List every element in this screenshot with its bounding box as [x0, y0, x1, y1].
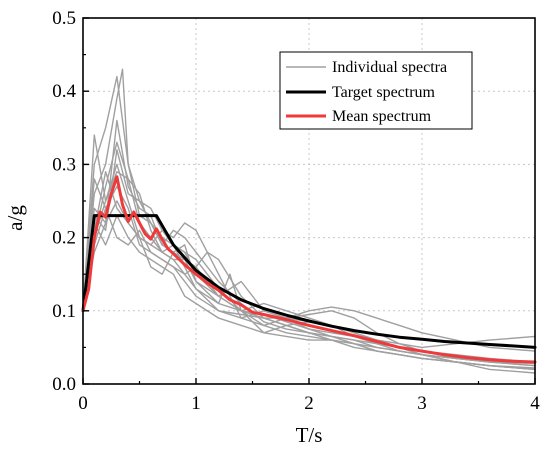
- legend-label-target: Target spectrum: [332, 84, 436, 101]
- x-tick-label: 1: [191, 393, 201, 414]
- target-spectrum-line: [81, 214, 537, 349]
- y-tick-label: 0.5: [52, 8, 76, 29]
- y-tick-label: 0.2: [52, 228, 76, 249]
- legend-label-mean: Mean spectrum: [332, 108, 432, 125]
- individual-spectrum-line: [82, 141, 536, 371]
- mean-spectrum-line: [81, 175, 537, 364]
- individual-spectrum-line: [82, 170, 536, 363]
- y-tick-label: 0.3: [52, 154, 76, 175]
- x-axis-label: T/s: [296, 423, 323, 447]
- plot-series: [81, 68, 537, 374]
- legend: Individual spectra Target spectrum Mean …: [279, 51, 473, 130]
- legend-label-individual: Individual spectra: [332, 59, 447, 76]
- y-axis-label: a/g: [3, 205, 27, 231]
- x-tick-label: 2: [304, 393, 314, 414]
- y-tick-label: 0.1: [52, 301, 76, 322]
- x-tick-label: 4: [530, 393, 540, 414]
- x-tick-label: 3: [417, 393, 427, 414]
- y-tick-label: 0.0: [52, 374, 76, 395]
- y-tick-label: 0.4: [52, 81, 76, 102]
- axis-ticks: 0 1 2 3 4 0.0 0.1 0.2 0.3 0.4 0.5: [52, 8, 540, 414]
- individual-spectrum-line: [82, 149, 536, 365]
- individual-spectrum-line: [82, 185, 536, 367]
- x-tick-label: 0: [78, 393, 88, 414]
- individual-spectrum-line: [82, 134, 536, 352]
